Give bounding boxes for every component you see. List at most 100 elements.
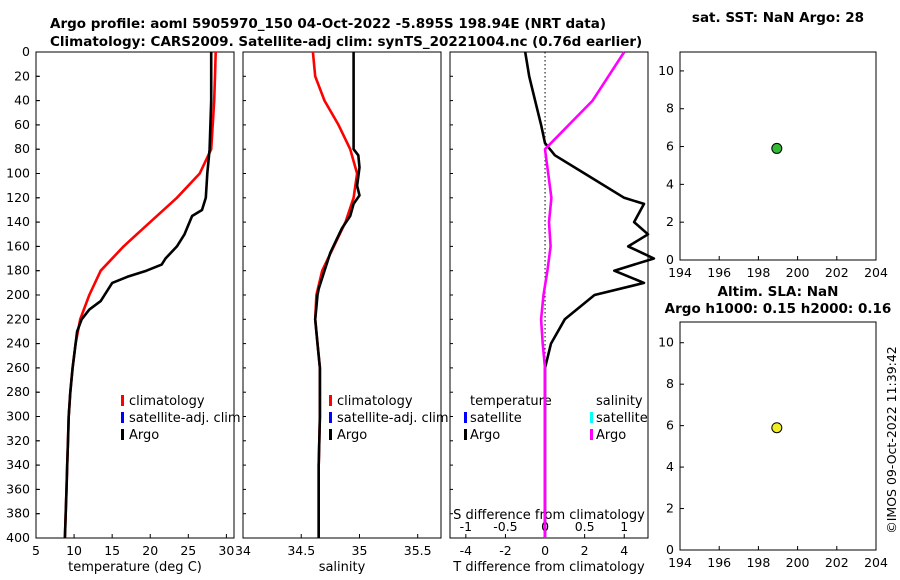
top-x-tick-label: 1 (620, 519, 628, 534)
depth-tick-label: 120 (6, 190, 30, 205)
temperature-xlabel: temperature (deg C) (68, 560, 202, 575)
depth-tick-label: 360 (6, 481, 30, 496)
top-x-tick-label: -0.5 (493, 519, 517, 534)
y-tick-label: 10 (658, 335, 674, 350)
difference-axes (449, 51, 649, 539)
y-tick-label: 8 (666, 101, 674, 116)
y-tick-label: 6 (666, 139, 674, 154)
legend-label: Argo (470, 428, 500, 443)
legend-swatch-argo (329, 429, 332, 440)
legend-label: satellite (596, 411, 648, 426)
x-tick-label: 198 (746, 265, 770, 280)
depth-tick-label: 300 (6, 409, 30, 424)
depth-tick-label: 20 (14, 68, 30, 83)
x-tick-label: 20 (142, 543, 158, 558)
chart-marks: 0204060801001201401601802002202402602803… (6, 44, 888, 570)
legend-label: climatology (337, 394, 413, 409)
depth-tick-label: 380 (6, 506, 30, 521)
legend-swatch-climatology (121, 395, 124, 406)
y-tick-label: 6 (666, 418, 674, 433)
x-tick-label: -2 (499, 543, 511, 558)
y-tick-label: 2 (666, 214, 674, 229)
y-tick-label: 10 (658, 63, 674, 78)
legend-swatch-s-argo (590, 429, 593, 440)
top-x-tick-label: -1 (460, 519, 472, 534)
sla-title-line-2: Argo h1000: 0.15 h2000: 0.16 (665, 301, 892, 317)
x-tick-label: 200 (786, 555, 810, 570)
top-x-tick-label: 0.5 (575, 519, 595, 534)
depth-tick-label: 140 (6, 214, 30, 229)
legend-label: satellite-adj. clim (129, 411, 241, 426)
x-tick-label: 34 (235, 543, 251, 558)
y-tick-label: 0 (666, 252, 674, 267)
x-tick-label: -4 (460, 543, 473, 558)
legend-swatch-s-satellite (590, 412, 593, 423)
scatter-point (771, 142, 783, 154)
depth-tick-label: 160 (6, 238, 30, 253)
legend-swatch-satellite (329, 412, 332, 423)
legend-swatch-t-satellite (464, 412, 467, 423)
x-tick-label: 2 (581, 543, 589, 558)
x-tick-label: 202 (825, 555, 849, 570)
legend-title-salinity: salinity (596, 394, 643, 409)
x-tick-label: 34.5 (287, 543, 315, 558)
y-tick-label: 0 (666, 542, 674, 557)
depth-tick-label: 320 (6, 433, 30, 448)
legend-swatch-satellite (121, 412, 124, 423)
salinity-xlabel: salinity (319, 560, 366, 575)
series-line-argo (63, 52, 213, 539)
y-tick-label: 2 (666, 501, 674, 516)
x-tick-label: 35 (352, 543, 368, 558)
figure-title-line-2: Climatology: CARS2009. Satellite-adj cli… (50, 34, 642, 50)
sla-axes (679, 321, 877, 551)
difference-xlabel: T difference from climatology (452, 560, 645, 575)
legend-label: satellite (470, 411, 522, 426)
x-tick-label: 5 (32, 543, 40, 558)
x-tick-label: 196 (707, 265, 731, 280)
x-tick-label: 204 (864, 265, 888, 280)
y-tick-label: 4 (666, 176, 674, 191)
depth-tick-label: 400 (6, 530, 30, 545)
x-tick-label: 200 (786, 265, 810, 280)
x-tick-label: 0 (541, 543, 549, 558)
temperature-axes (35, 51, 235, 539)
x-tick-label: 194 (668, 265, 692, 280)
series-line-s-argo-clim (539, 51, 626, 538)
depth-tick-label: 180 (6, 263, 30, 278)
x-tick-label: 196 (707, 555, 731, 570)
scatter-point (771, 422, 783, 434)
difference-top-xlabel: S difference from climatology (453, 508, 645, 523)
x-tick-label: 202 (825, 265, 849, 280)
temperature-legend: climatology satellite-adj. clim Argo (121, 394, 241, 443)
figure-title-line-1: Argo profile: aoml 5905970_150 04-Oct-20… (50, 16, 606, 32)
legend-label: satellite-adj. clim (337, 411, 449, 426)
depth-tick-label: 240 (6, 336, 30, 351)
series-line-climatology (63, 51, 217, 539)
x-tick-label: 10 (66, 543, 82, 558)
depth-tick-label: 280 (6, 384, 30, 399)
y-tick-label: 4 (666, 459, 674, 474)
difference-legend: temperature salinity satellite Argo sate… (464, 394, 648, 443)
legend-swatch-climatology (329, 395, 332, 406)
x-tick-label: 4 (620, 543, 628, 558)
depth-tick-label: 100 (6, 166, 30, 181)
depth-tick-label: 40 (14, 93, 30, 108)
salinity-legend: climatology satellite-adj. clim Argo (329, 394, 449, 443)
depth-tick-label: 220 (6, 311, 30, 326)
depth-tick-label: 200 (6, 287, 30, 302)
sst-axes (679, 51, 877, 261)
x-tick-label: 204 (864, 555, 888, 570)
salinity-axes (242, 51, 442, 539)
x-tick-label: 198 (746, 555, 770, 570)
x-tick-label: 194 (668, 555, 692, 570)
legend-label: Argo (596, 428, 626, 443)
depth-tick-label: 60 (14, 117, 30, 132)
x-tick-label: 15 (104, 543, 120, 558)
legend-swatch-argo (121, 429, 124, 440)
depth-tick-label: 80 (14, 141, 30, 156)
legend-swatch-t-argo (464, 429, 467, 440)
x-tick-label: 25 (180, 543, 196, 558)
x-tick-label: 30 (218, 543, 234, 558)
imos-watermark: ©IMOS 09-Oct-2022 11:39:42 (884, 346, 899, 534)
depth-tick-label: 260 (6, 360, 30, 375)
